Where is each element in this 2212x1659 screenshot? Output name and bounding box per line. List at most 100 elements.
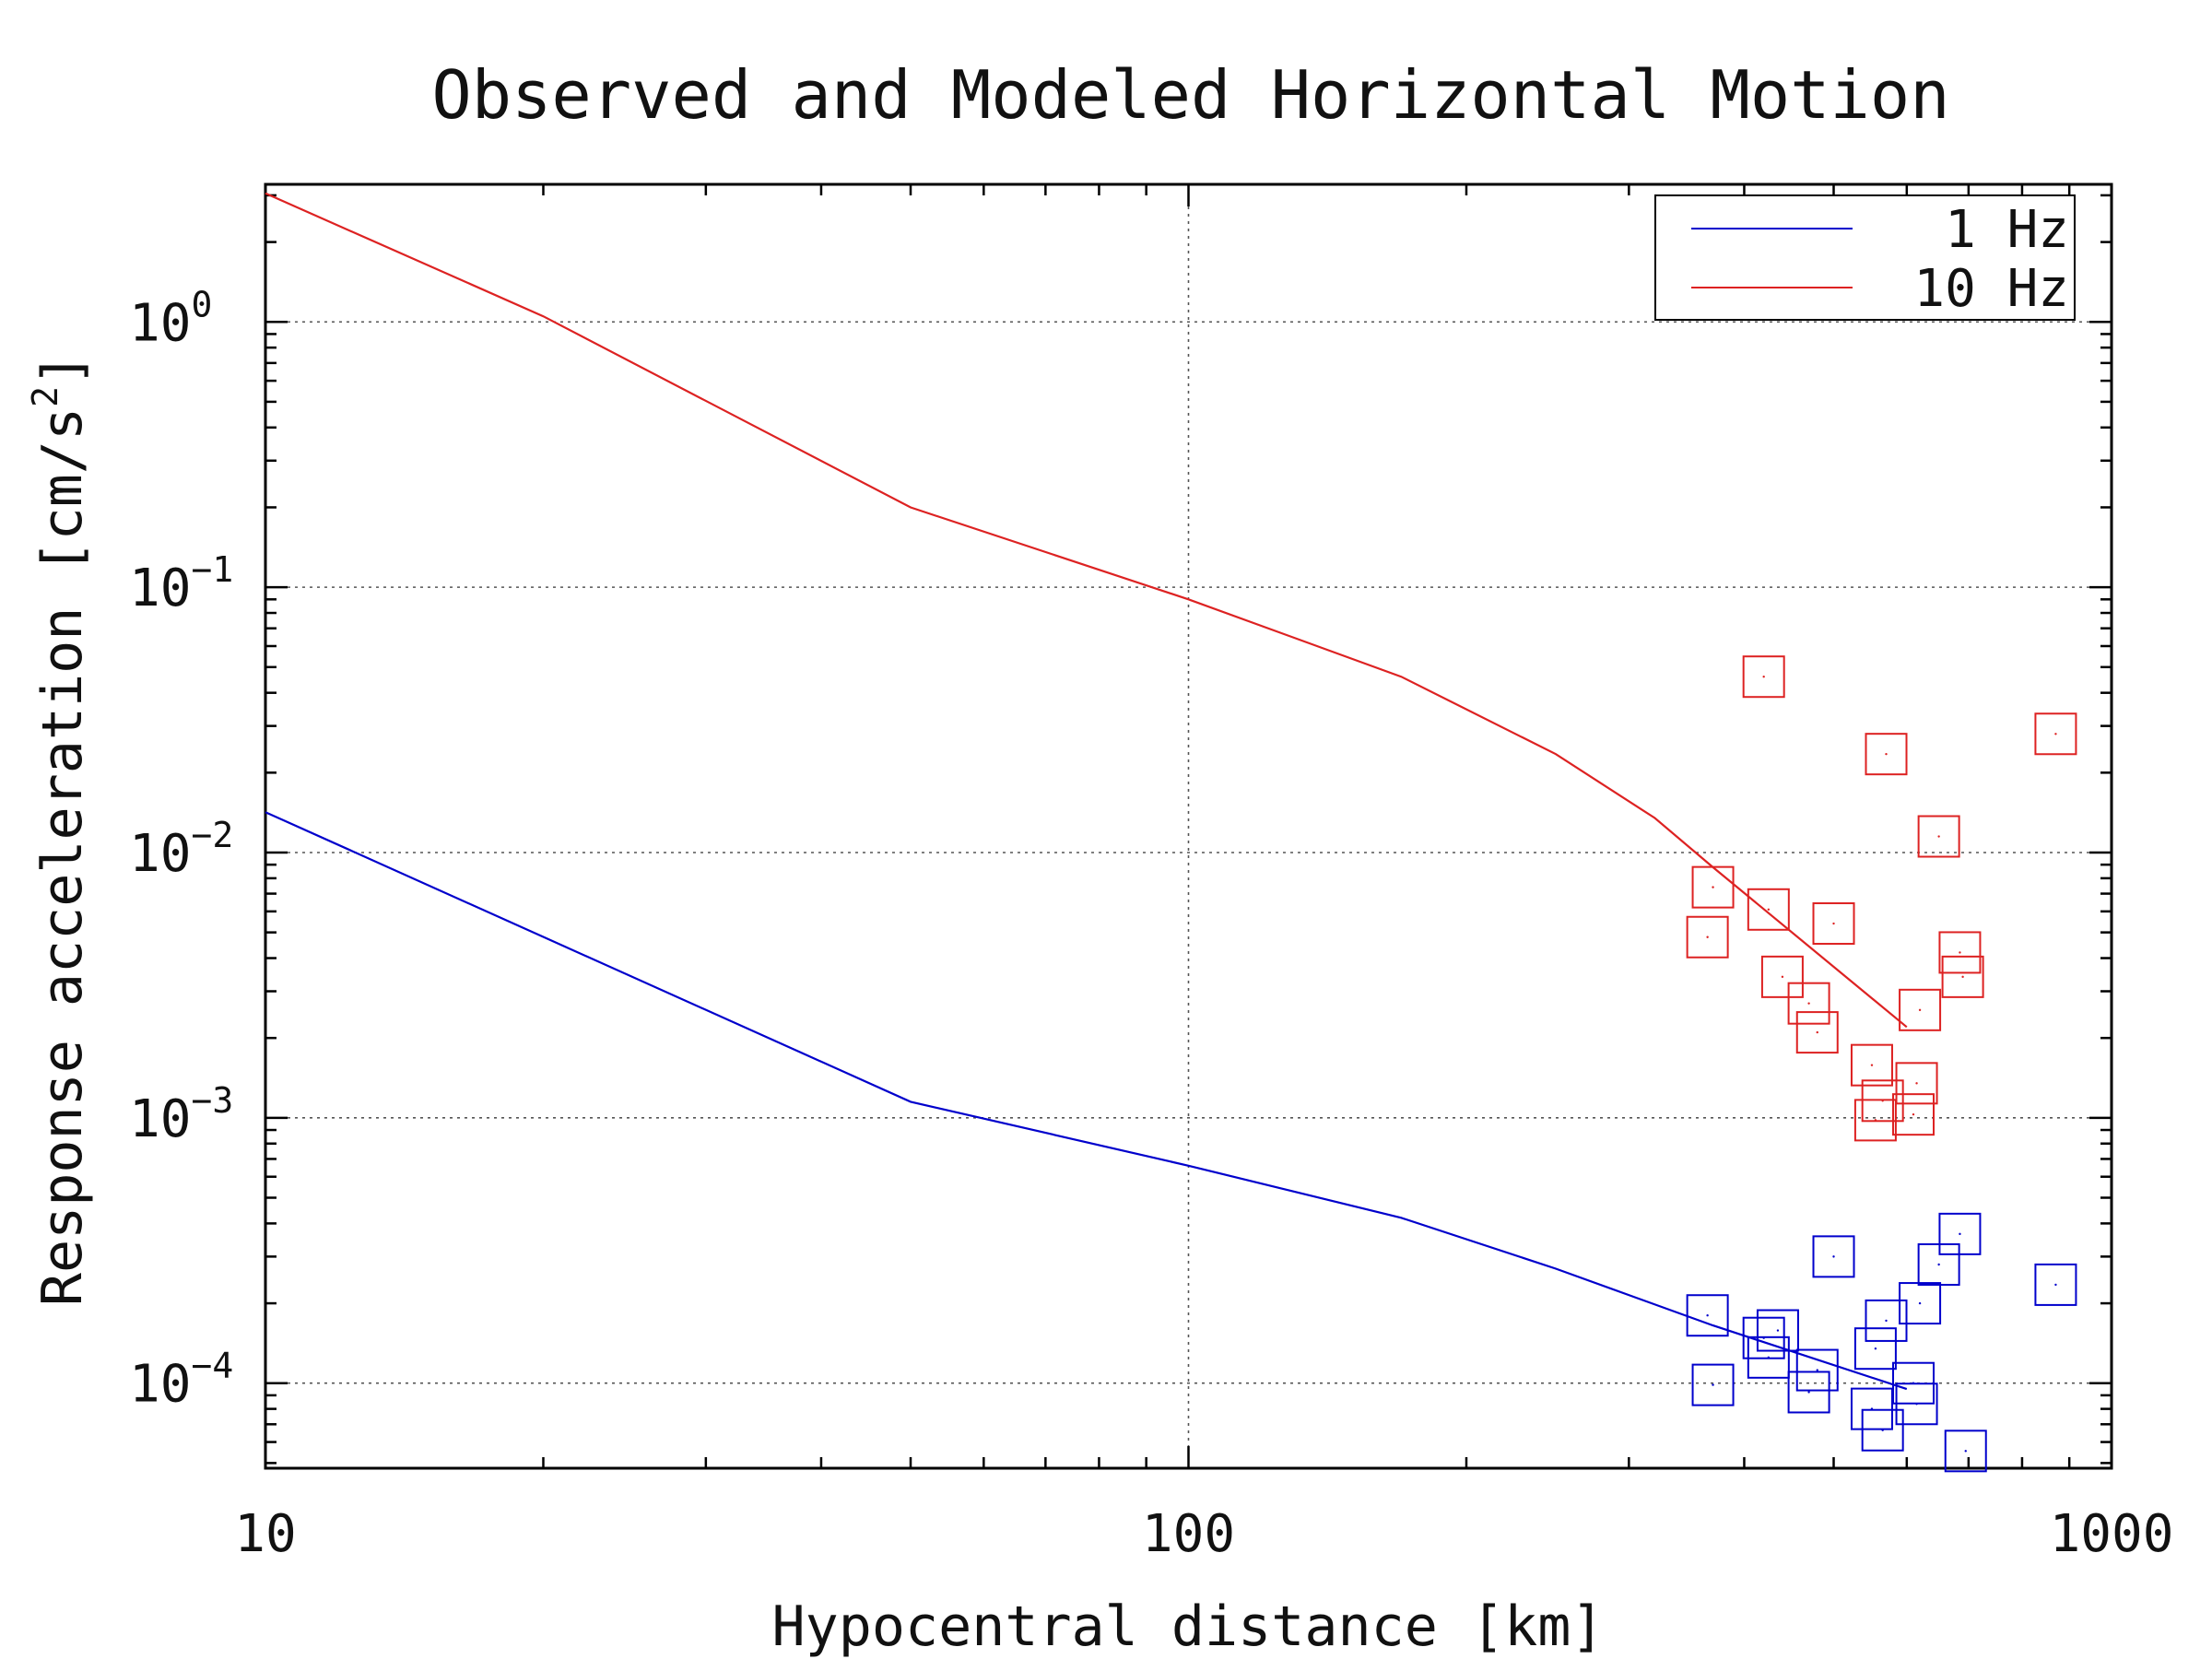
y-tick-label: 100 xyxy=(129,284,212,353)
observed-point-center xyxy=(1832,1255,1835,1258)
series xyxy=(265,192,2077,1473)
observed-point-center xyxy=(1964,1450,1967,1453)
observed-point xyxy=(1865,1299,1908,1342)
observed-point-center xyxy=(1781,975,1784,979)
observed-point-center xyxy=(1870,1064,1874,1066)
y-tick-base: 10 xyxy=(129,824,191,884)
observed-point-center xyxy=(1959,951,1961,954)
observed-point xyxy=(1899,1282,1942,1325)
y-tick-label: 10−1 xyxy=(129,549,233,618)
observed-point xyxy=(1941,955,1984,998)
observed-point-center xyxy=(1937,1263,1940,1266)
observed-point xyxy=(1756,1309,1799,1352)
observed-point-center xyxy=(1767,908,1771,911)
y-tick-label: 10−4 xyxy=(129,1346,233,1415)
observed-point xyxy=(1861,1408,1904,1452)
observed-point xyxy=(1787,1371,1830,1414)
observed-point xyxy=(1747,1335,1790,1379)
observed-point-center xyxy=(1915,1403,1918,1406)
grid xyxy=(265,184,2112,1468)
y-tick-exp: −4 xyxy=(191,1346,233,1386)
observed-point xyxy=(2034,1263,2077,1306)
observed-point-center xyxy=(1959,1232,1961,1236)
observed-point-center xyxy=(1712,886,1714,888)
model-line xyxy=(265,192,1908,1029)
observed-point-center xyxy=(1807,1002,1810,1005)
legend: 1 Hz 10 Hz xyxy=(1654,194,2076,321)
y-axis-label-sup: 2 xyxy=(25,386,65,407)
observed-point-center xyxy=(1918,1301,1922,1305)
y-axis-label: Response acceleration [cm/s2] xyxy=(25,353,95,1306)
observed-point xyxy=(1895,1062,1938,1105)
legend-box xyxy=(1654,194,2076,321)
x-tick-label: 1000 xyxy=(2050,1504,2174,1564)
y-tick-label: 10−3 xyxy=(129,1080,233,1149)
y-tick-base: 10 xyxy=(129,1089,191,1149)
observed-point xyxy=(1812,902,1855,946)
observed-point-center xyxy=(1918,1008,1922,1012)
observed-point xyxy=(1917,815,1960,858)
y-tick-exp: −1 xyxy=(191,549,233,590)
y-tick-base: 10 xyxy=(129,1355,191,1415)
series-1hz xyxy=(265,811,2077,1473)
x-tick-label: 100 xyxy=(1142,1504,1235,1564)
observed-point-center xyxy=(1881,1100,1884,1102)
chart-title: Observed and Modeled Horizontal Motion xyxy=(431,56,1949,134)
observed-point-center xyxy=(1816,1030,1818,1034)
observed-point xyxy=(1795,1348,1839,1392)
observed-point xyxy=(1853,1327,1897,1371)
observed-point-center xyxy=(1706,935,1709,938)
observed-point xyxy=(1747,888,1790,931)
observed-point xyxy=(1861,1079,1904,1123)
observed-point xyxy=(1938,931,1982,974)
y-axis-label-main: Response acceleration [cm/s xyxy=(30,407,95,1306)
observed-point-center xyxy=(1874,1347,1877,1350)
observed-point xyxy=(1795,1011,1839,1054)
model-line xyxy=(265,811,1908,1391)
y-axis-label-close: ] xyxy=(30,353,95,386)
y-tick-exp: 0 xyxy=(191,284,212,324)
observed-point-center xyxy=(1885,1319,1888,1323)
observed-point xyxy=(1787,982,1830,1025)
plot-frame xyxy=(264,182,2113,1470)
observed-point-center xyxy=(1816,1369,1818,1371)
observed-point xyxy=(1686,915,1729,959)
observed-point xyxy=(2034,712,2077,756)
y-tick-base: 10 xyxy=(129,293,191,353)
observed-point xyxy=(1865,733,1908,776)
observed-point xyxy=(1899,988,1942,1031)
observed-point xyxy=(1691,1363,1735,1406)
observed-point xyxy=(1892,1093,1936,1136)
y-tick-exp: −3 xyxy=(191,1080,233,1121)
observed-point xyxy=(1686,1294,1729,1337)
axis-ticks xyxy=(264,184,2112,1468)
observed-point-center xyxy=(1885,752,1888,756)
observed-point-center xyxy=(1832,922,1835,925)
series-10hz xyxy=(265,192,2077,1142)
observed-point-center xyxy=(1706,1314,1709,1317)
observed-point xyxy=(1691,865,1735,909)
observed-point-center xyxy=(1762,676,1765,678)
observed-point xyxy=(1850,1043,1893,1087)
observed-point-center xyxy=(1961,975,1964,979)
observed-point xyxy=(1938,1212,1982,1255)
observed-point xyxy=(1850,1387,1893,1430)
legend-label-10hz: 10 Hz xyxy=(1913,259,2069,319)
observed-point xyxy=(1760,955,1804,998)
observed-point xyxy=(1895,1382,1938,1426)
y-tick-label: 10−2 xyxy=(129,815,233,884)
observed-point-center xyxy=(1767,1356,1771,1359)
observed-point xyxy=(1944,1430,1987,1473)
observed-point-center xyxy=(2054,733,2057,735)
observed-point-center xyxy=(1937,835,1940,838)
x-tick-label: 10 xyxy=(234,1504,296,1564)
y-tick-exp: −2 xyxy=(191,815,233,855)
observed-point-center xyxy=(2054,1283,2057,1287)
observed-point xyxy=(1742,655,1785,699)
observed-point xyxy=(1812,1235,1855,1278)
observed-point-center xyxy=(1912,1112,1915,1116)
observed-point-center xyxy=(1915,1082,1918,1085)
observed-point-center xyxy=(1807,1391,1810,1394)
